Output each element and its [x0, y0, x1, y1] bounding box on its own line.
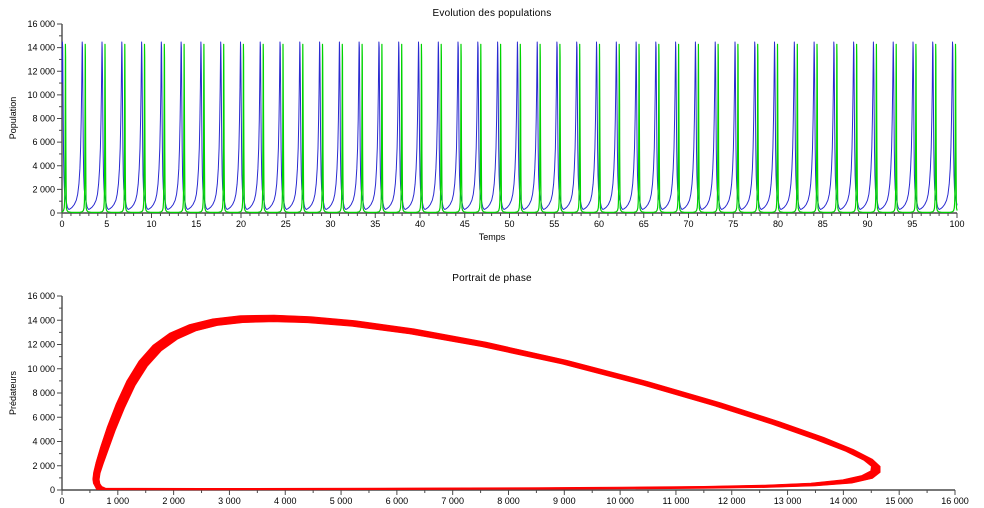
series-green	[61, 43, 958, 213]
series-lines	[61, 41, 958, 213]
svg-text:55: 55	[549, 219, 559, 229]
svg-text:90: 90	[862, 219, 872, 229]
svg-text:7 000: 7 000	[441, 496, 464, 506]
svg-text:8 000: 8 000	[32, 114, 55, 124]
svg-text:4 000: 4 000	[32, 161, 55, 171]
svg-text:5 000: 5 000	[330, 496, 353, 506]
svg-text:14 000: 14 000	[27, 315, 55, 325]
svg-text:14 000: 14 000	[27, 43, 55, 53]
svg-text:0: 0	[59, 219, 64, 229]
svg-text:40: 40	[415, 219, 425, 229]
svg-text:12 000: 12 000	[718, 496, 746, 506]
svg-text:1 000: 1 000	[107, 496, 130, 506]
svg-text:50: 50	[504, 219, 514, 229]
svg-text:35: 35	[370, 219, 380, 229]
evolution-chart-title: Evolution des populations	[432, 8, 552, 19]
svg-text:25: 25	[281, 219, 291, 229]
svg-text:16 000: 16 000	[27, 19, 55, 29]
limit-cycle-band	[92, 314, 881, 491]
svg-text:45: 45	[460, 219, 470, 229]
evolution-x-axis-label: Temps	[478, 232, 506, 242]
svg-text:13 000: 13 000	[774, 496, 802, 506]
svg-text:0: 0	[50, 208, 55, 218]
svg-text:95: 95	[907, 219, 917, 229]
svg-text:30: 30	[325, 219, 335, 229]
svg-text:6 000: 6 000	[386, 496, 409, 506]
svg-text:6 000: 6 000	[32, 137, 55, 147]
phase-plot-svg: 0 1 000 2 000 3 000 4 000 5 000 6 000 7 000 8 00…	[27, 291, 968, 506]
evolution-plot-svg: 0 5 10 15 20 25 30 35 40 45 50 55 60 65 70 75 80 85 90 95 10…	[27, 19, 964, 229]
svg-text:80: 80	[773, 219, 783, 229]
svg-text:2 000: 2 000	[32, 184, 55, 194]
svg-text:10 000: 10 000	[27, 90, 55, 100]
svg-text:12 000: 12 000	[27, 340, 55, 350]
svg-text:0: 0	[50, 485, 55, 495]
svg-text:2 000: 2 000	[162, 496, 185, 506]
phase-chart-title: Portrait de phase	[452, 273, 532, 284]
svg-text:75: 75	[728, 219, 738, 229]
series-blue	[61, 41, 958, 210]
svg-text:60: 60	[594, 219, 604, 229]
svg-text:8 000: 8 000	[497, 496, 520, 506]
svg-text:5: 5	[104, 219, 109, 229]
svg-text:15 000: 15 000	[885, 496, 913, 506]
svg-text:10 000: 10 000	[606, 496, 634, 506]
svg-text:10: 10	[146, 219, 156, 229]
svg-text:85: 85	[818, 219, 828, 229]
svg-text:70: 70	[683, 219, 693, 229]
svg-text:11 000: 11 000	[663, 496, 690, 506]
svg-text:3 000: 3 000	[218, 496, 241, 506]
svg-text:0: 0	[59, 496, 64, 506]
svg-text:8 000: 8 000	[32, 388, 55, 398]
axes: 0 5 10 15 20 25 30 35 40 45 50 55 60 65 70 75 80 85 90 95 10…	[27, 19, 964, 229]
svg-text:4 000: 4 000	[274, 496, 297, 506]
svg-text:65: 65	[639, 219, 649, 229]
svg-text:12 000: 12 000	[27, 66, 55, 76]
svg-text:20: 20	[236, 219, 246, 229]
svg-text:10 000: 10 000	[27, 364, 55, 374]
svg-text:100: 100	[949, 219, 964, 229]
svg-text:14 000: 14 000	[830, 496, 858, 506]
svg-text:6 000: 6 000	[32, 412, 55, 422]
svg-text:16 000: 16 000	[941, 496, 969, 506]
svg-text:9 000: 9 000	[553, 496, 576, 506]
axes: 0 1 000 2 000 3 000 4 000 5 000 6 000 7 000 8 00…	[27, 291, 968, 506]
svg-text:4 000: 4 000	[32, 437, 55, 447]
svg-text:2 000: 2 000	[32, 461, 55, 471]
svg-text:16 000: 16 000	[27, 291, 55, 301]
svg-text:15: 15	[191, 219, 201, 229]
